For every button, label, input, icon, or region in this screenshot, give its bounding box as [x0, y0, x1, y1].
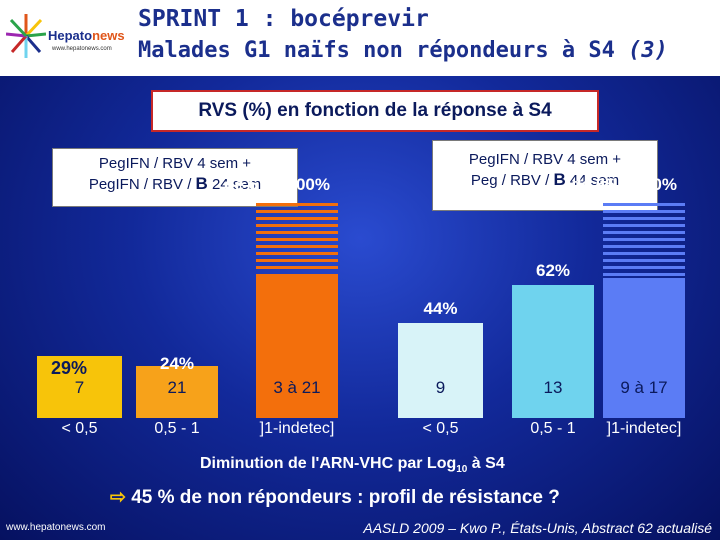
arm-left-prefix: PegIFN / RBV / [88, 176, 196, 193]
chart-subtitle-box: RVS (%) en fonction de la réponse à S4 [151, 90, 599, 132]
arm-left-line2: PegIFN / RBV / B 24 sem [53, 174, 297, 195]
range-stripe-2 [256, 210, 338, 213]
range-stripe-5 [603, 259, 685, 262]
header: Hepatonews www.hepatonews.com SPRINT 1 :… [0, 0, 720, 76]
bar-2 [256, 273, 338, 418]
range-stripe-2 [256, 259, 338, 262]
arm-right-prefix: Peg / RBV / [470, 172, 554, 189]
conclusion-text: 45 % de non répondeurs : profil de résis… [131, 487, 560, 508]
bar-5 [603, 278, 685, 418]
n-label-0: 7 [74, 378, 85, 397]
arm-left-line1: PegIFN / RBV 4 sem + [98, 155, 252, 172]
bar-3 [398, 323, 483, 418]
range-stripe-5 [603, 238, 685, 241]
starburst-icon [6, 14, 46, 58]
range-stripe-2 [256, 231, 338, 234]
category-label-4: 0,5 - 1 [530, 420, 576, 437]
range-stripe-5 [603, 252, 685, 255]
bar-0 [37, 355, 122, 418]
arm-left-drug: B [195, 174, 208, 193]
category-label-3: < 0,5 [422, 420, 459, 437]
range-stripe-2 [256, 238, 338, 241]
value-label-2: de 67 à 100% [224, 175, 330, 194]
bar-4 [512, 284, 594, 418]
arm-right-line2: Peg / RBV / B 44 sem [433, 170, 657, 191]
value-label-0: 29% [51, 357, 88, 378]
x-axis-label: Diminution de l'ARN-VHC par Log10 à S4 [200, 455, 505, 475]
slide-title-line2: Malades G1 naïfs non répondeurs à S4 (3) [138, 38, 668, 63]
range-stripe-5 [603, 217, 685, 220]
range-stripe-2 [256, 252, 338, 255]
category-label-2: ]1-indetec] [259, 420, 335, 437]
range-stripe-2 [256, 203, 338, 206]
n-label-1: 21 [167, 378, 187, 397]
category-label-1: 0,5 - 1 [154, 420, 200, 437]
slide-title-suffix: (3) [628, 38, 668, 63]
x-axis-label-end: à S4 [467, 455, 505, 472]
arm-label-left: PegIFN / RBV 4 sem + PegIFN / RBV / B 24… [52, 148, 298, 207]
value-label-3: 44% [423, 299, 458, 319]
range-stripe-5 [603, 203, 685, 206]
category-label-5: ]1-indetec] [606, 420, 682, 437]
n-label-3: 9 [435, 378, 446, 397]
range-stripe-5 [603, 245, 685, 248]
arm-right-line1: PegIFN / RBV 4 sem + [468, 151, 622, 168]
logo-url: www.hepatonews.com [52, 46, 112, 52]
conclusion: ⇨ 45 % de non répondeurs : profil de rés… [110, 486, 560, 509]
bar-1 [136, 366, 218, 418]
range-stripe-5 [603, 210, 685, 213]
hepatonews-logo[interactable]: Hepatonews www.hepatonews.com [6, 6, 134, 70]
value-label-5: de 65 à 100% [571, 175, 677, 194]
logo-name-accent: news [92, 28, 125, 43]
arm-right-suffix: 44 sem [565, 172, 620, 189]
n-label-2: 3 à 21 [273, 378, 321, 397]
footer-citation: AASLD 2009 – Kwo P., États-Unis, Abstrac… [363, 520, 712, 536]
range-stripe-2 [256, 217, 338, 220]
range-stripe-2 [256, 224, 338, 227]
footer-site[interactable]: www.hepatonews.com [6, 522, 106, 533]
logo-name-main: Hepato [48, 28, 93, 43]
range-stripe-5 [603, 266, 685, 269]
range-stripe-2 [256, 266, 338, 269]
n-label-5: 9 à 17 [620, 378, 668, 397]
category-label-0: < 0,5 [61, 420, 98, 437]
slide-title-line1: SPRINT 1 : bocéprevir [138, 6, 429, 32]
range-stripe-2 [256, 245, 338, 248]
x-axis-label-sub: 10 [456, 464, 468, 476]
value-label-1: 24% [159, 354, 195, 374]
n-label-4: 13 [543, 378, 563, 397]
logo-text: Hepatonews [48, 28, 125, 43]
arrow-right-icon: ⇨ [110, 487, 126, 508]
arm-label-right: PegIFN / RBV 4 sem + Peg / RBV / B 44 se… [432, 140, 658, 211]
range-stripe-5 [603, 224, 685, 227]
x-axis-label-main: Diminution de l'ARN-VHC par Log [200, 455, 457, 472]
value-label-4: 62% [535, 260, 571, 280]
arm-right-drug: B [553, 170, 566, 189]
slide-title-main: Malades G1 naïfs non répondeurs à S4 [138, 38, 615, 63]
range-stripe-5 [603, 231, 685, 234]
range-stripe-5 [603, 273, 685, 276]
arm-left-suffix: 24 sem [207, 176, 262, 193]
